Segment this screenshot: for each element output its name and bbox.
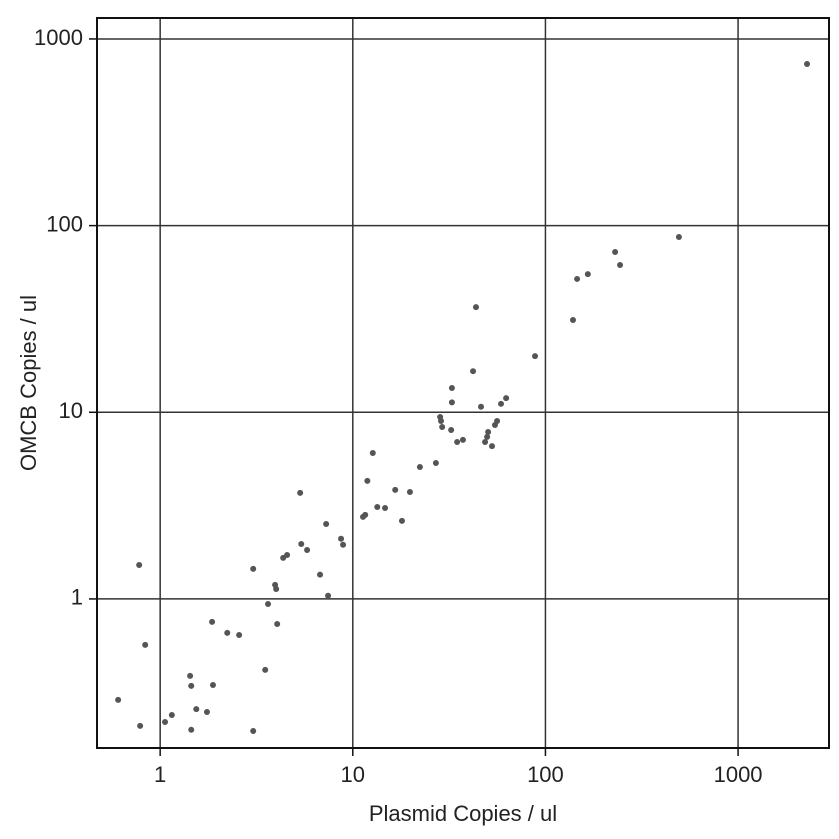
- point: [224, 629, 231, 636]
- point: [804, 61, 811, 68]
- point: [364, 477, 371, 484]
- point: [382, 505, 389, 512]
- point: [392, 486, 399, 493]
- point: [142, 641, 149, 648]
- point: [236, 631, 243, 638]
- point: [193, 706, 200, 713]
- point: [325, 592, 332, 599]
- point: [187, 672, 194, 679]
- point: [439, 423, 446, 430]
- y-tick-label: 1: [71, 585, 83, 610]
- point: [188, 682, 195, 689]
- point: [438, 417, 445, 424]
- y-tick-label: 100: [46, 211, 83, 236]
- point: [168, 711, 175, 718]
- point: [448, 399, 455, 406]
- point: [532, 353, 539, 360]
- point: [188, 726, 195, 733]
- point: [503, 395, 510, 402]
- point: [574, 275, 581, 282]
- point: [340, 541, 347, 548]
- point: [478, 403, 485, 410]
- point: [162, 719, 169, 726]
- point: [284, 551, 291, 558]
- x-tick-label: 1: [154, 762, 166, 787]
- point: [459, 436, 466, 443]
- point: [398, 517, 405, 524]
- point: [369, 450, 376, 457]
- point: [115, 696, 122, 703]
- point: [489, 443, 496, 450]
- point: [317, 571, 324, 578]
- x-tick-label: 100: [527, 762, 564, 787]
- point: [209, 618, 216, 625]
- point: [448, 384, 455, 391]
- x-axis-title: Plasmid Copies / ul: [369, 801, 557, 826]
- y-tick-label: 1000: [34, 25, 83, 50]
- point: [494, 417, 501, 424]
- point: [484, 433, 491, 440]
- point: [265, 600, 272, 607]
- point: [485, 429, 492, 436]
- point: [454, 439, 461, 446]
- point: [416, 464, 423, 471]
- point: [250, 728, 257, 735]
- point: [472, 304, 479, 311]
- point: [273, 586, 280, 593]
- point: [250, 565, 257, 572]
- point: [406, 489, 413, 496]
- point: [470, 368, 477, 375]
- point: [262, 666, 269, 673]
- point: [136, 561, 143, 568]
- point: [203, 708, 210, 715]
- point: [432, 459, 439, 466]
- y-tick-label: 10: [59, 398, 83, 423]
- point: [209, 681, 216, 688]
- point: [362, 511, 369, 518]
- plot-frame: [96, 17, 830, 749]
- point: [137, 722, 144, 729]
- y-axis-title: OMCB Copies / ul: [16, 295, 41, 471]
- point: [297, 489, 304, 496]
- point: [482, 439, 489, 446]
- point: [338, 535, 345, 542]
- point: [675, 233, 682, 240]
- point: [498, 400, 505, 407]
- point: [323, 521, 330, 528]
- point: [448, 426, 455, 433]
- point: [304, 546, 311, 553]
- point: [298, 540, 305, 547]
- point: [274, 621, 281, 628]
- point: [612, 249, 619, 256]
- point: [617, 262, 624, 269]
- x-tick-label: 1000: [714, 762, 763, 787]
- point: [374, 503, 381, 510]
- x-tick-label: 10: [341, 762, 365, 787]
- point: [584, 271, 591, 278]
- point: [569, 317, 576, 324]
